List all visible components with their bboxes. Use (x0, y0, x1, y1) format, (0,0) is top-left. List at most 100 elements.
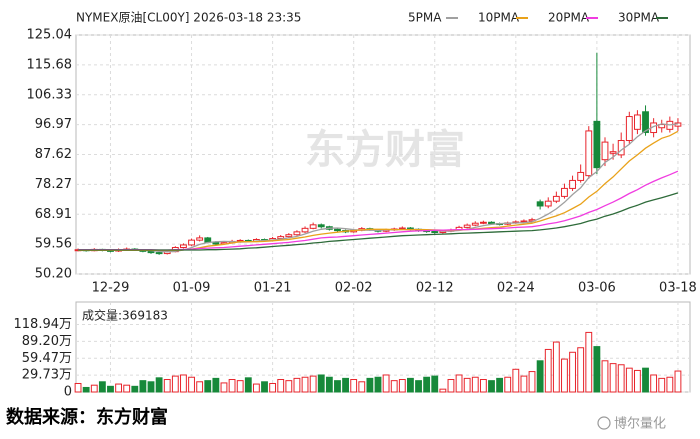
volume-bar (228, 379, 236, 393)
candle-body (520, 220, 528, 223)
x-tick-label: 03-18 (659, 281, 697, 296)
candle-body (601, 141, 609, 161)
volume-bar (642, 367, 649, 393)
volume-bar (455, 374, 463, 393)
candle-body (463, 224, 471, 228)
y-tick-label: 89.20万 (22, 334, 72, 349)
volume-bar (666, 376, 674, 393)
legend-label: 10PMA (478, 11, 520, 25)
volume-bar (285, 380, 293, 393)
volume-bar (212, 377, 220, 393)
volume-bar (471, 376, 479, 393)
volume-bar (625, 367, 633, 393)
y-tick-label: 115.68 (27, 57, 73, 72)
candle-body (488, 221, 495, 225)
volume-bar (366, 377, 374, 393)
candle-body (642, 111, 649, 134)
volume-bar (561, 358, 568, 393)
volume-bar (479, 379, 487, 393)
volume-bar (504, 376, 512, 393)
y-tick-label: 0 (64, 385, 72, 400)
volume-bar (350, 379, 358, 393)
candle-body (617, 140, 625, 156)
volume-bar (520, 375, 528, 393)
y-tick-label: 106.33 (27, 87, 73, 102)
candle-body (536, 201, 544, 207)
candle-body (609, 151, 617, 154)
volume-bar (90, 384, 98, 393)
chart-title: NYMEX原油[CL00Y] 2026-03-18 23:35 (76, 11, 301, 25)
volume-bar (617, 364, 625, 393)
candle-body (334, 228, 341, 232)
volume-bar (658, 377, 666, 393)
y-tick-label: 50.20 (35, 267, 72, 282)
candle-body (188, 239, 195, 246)
volume-bar (358, 381, 366, 393)
legend-label: 30PMA (618, 11, 660, 25)
candle-body (147, 250, 155, 254)
volume-bar (552, 341, 560, 393)
volume-bar (317, 374, 325, 393)
volume-bar (374, 376, 382, 393)
volume-bar (390, 380, 398, 393)
volume-bar (244, 377, 252, 393)
volume-bar (334, 380, 341, 393)
volume-bar (342, 377, 349, 393)
candle-body (309, 224, 317, 229)
candle-body (293, 231, 301, 236)
volume-bar (123, 384, 131, 393)
volume-bar (147, 381, 155, 393)
volume-bar (261, 381, 268, 393)
y-tick-label: 118.94万 (14, 317, 73, 332)
y-tick-label: 125.04 (27, 28, 73, 43)
y-tick-label: 29.73万 (22, 368, 72, 383)
volume-bar (269, 382, 277, 393)
volume-bar (107, 385, 114, 393)
volume-bar (528, 371, 536, 393)
volume-bar (155, 377, 163, 393)
volume-bar (633, 369, 641, 393)
volume-bar (423, 376, 431, 393)
volume-bar (447, 379, 455, 393)
volume-bar (301, 376, 309, 393)
volume-bar (536, 360, 544, 393)
x-tick-label: 01-21 (254, 281, 292, 296)
y-tick-label: 96.97 (35, 117, 72, 132)
volume-bar (577, 347, 585, 393)
candle-body (552, 195, 560, 202)
volume-bar (431, 375, 439, 393)
volume-bar (252, 383, 260, 393)
candle-body (593, 120, 601, 169)
brand: 博尔量化 (614, 417, 666, 432)
y-tick-label: 59.47万 (22, 351, 72, 366)
volume-bar (569, 351, 576, 393)
volume-bar (407, 377, 414, 393)
x-tick-label: 03-06 (578, 281, 616, 296)
y-tick-label: 87.62 (35, 147, 72, 162)
volume-bar (585, 331, 593, 393)
volume-bar (463, 377, 471, 393)
volume-bar (674, 370, 682, 393)
volume-bar (180, 374, 187, 393)
candle-body (180, 244, 187, 248)
volume-bar (325, 376, 333, 393)
volume-bar (74, 382, 82, 393)
watermark: 东方财富 (305, 127, 465, 173)
volume-bar (650, 374, 658, 393)
x-tick-label: 02-24 (497, 281, 535, 296)
y-tick-label: 59.56 (35, 237, 72, 252)
volume-bar (98, 381, 106, 393)
volume-bar (196, 381, 204, 393)
volume-bar (115, 383, 123, 393)
volume-bar (236, 380, 244, 393)
volume-bar (415, 380, 422, 393)
ma-line (78, 192, 679, 251)
candle-body (625, 116, 633, 142)
volume-bar (593, 346, 601, 393)
volume-bar (382, 374, 390, 393)
brand-icon (597, 416, 611, 430)
candle-body (561, 187, 568, 197)
volume-label: 成交量:369183 (82, 308, 168, 323)
volume-bar (439, 388, 447, 393)
